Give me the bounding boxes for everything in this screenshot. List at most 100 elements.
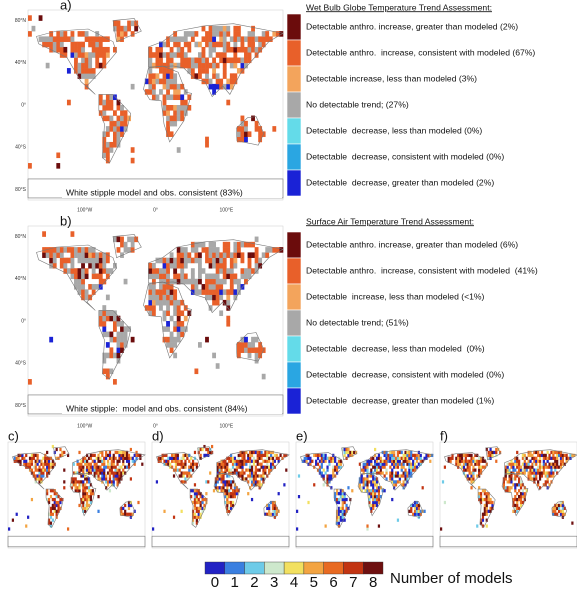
map-cell [205,257,209,264]
map-cell [215,257,220,264]
map-cell [182,462,185,466]
map-cell [190,57,195,64]
map-cell [169,462,172,466]
map-cell [285,453,288,458]
map-cell [516,450,519,455]
map-cell [256,459,259,463]
coastline [444,452,488,490]
map-cell [483,489,486,493]
map-cell [74,284,78,290]
map-cell [510,465,513,469]
map-cell [240,41,245,48]
map-cell [222,31,227,37]
map-cell [212,68,217,74]
map-cell [123,126,128,132]
map-cell [483,503,486,508]
map-cell [370,483,373,487]
map-cell [91,492,94,496]
map-cell [49,509,53,513]
map-cell [339,518,342,522]
map-cell [495,459,498,463]
map-cell [313,483,316,487]
map-cell [166,36,170,42]
map-cell [194,31,199,37]
map-cell [220,480,223,484]
map-cell [172,456,176,460]
map-cell [226,468,229,472]
map-cell [162,73,167,79]
map-cell [88,257,93,264]
map-cell [318,465,322,469]
map-cell [219,78,224,85]
map-cell [262,465,265,469]
coastline [112,234,142,259]
map-cell [169,262,174,269]
map-cell [518,471,521,475]
map-cell [193,497,197,502]
map-cell [194,284,199,290]
map-cell [481,518,485,522]
map-cell [173,289,178,295]
map-cell [47,459,51,463]
map-cell [91,68,96,74]
map-cell [129,503,132,508]
map-cell [485,497,488,502]
map-cell [347,506,350,511]
map-cell [190,284,195,290]
map-cell [478,486,481,490]
map-cell [385,462,388,466]
map-cell [38,459,41,463]
map-cell [254,477,257,481]
map-cell [236,247,241,253]
map-cell [102,147,107,153]
map-cell [408,474,411,478]
map-cell [98,257,103,264]
map-cell [95,465,98,469]
map-cell [184,480,187,484]
map-cell [381,459,384,463]
map-cell [42,465,45,469]
map-cell [222,262,227,269]
map-cell [334,465,337,469]
map-cell [226,489,229,493]
map-cell [151,83,156,90]
map-cell [228,489,231,493]
map-cell [57,500,60,505]
lat-label: 40°S [15,145,27,151]
map-cell [556,462,559,466]
map-cell [183,273,188,280]
map-cell [84,509,87,513]
map-cell [544,462,547,466]
map-cell [343,495,346,499]
colorbar-swatch [343,561,364,575]
map-cell [205,273,209,280]
map-cell [222,273,227,280]
map-cell [218,462,221,466]
map-cell [218,465,221,469]
map-cell [229,57,234,64]
map-cell [105,474,108,478]
map-cell [63,486,66,490]
map-cell [84,468,87,472]
map-cell [30,497,34,502]
map-cell [548,465,551,469]
map-cell [176,46,181,53]
map-cell [529,474,532,478]
map-cell [514,486,517,490]
map-cell [77,289,82,295]
map-cell [548,453,551,458]
map-cell [226,509,229,513]
map-cell [464,459,467,463]
map-cell [241,477,244,481]
map-cell [374,483,377,487]
map-cell [353,450,356,455]
map-cell [27,462,30,466]
map-cell [212,73,217,79]
map-cell [341,518,344,522]
map-cell [250,453,254,458]
map-cell [379,462,382,466]
map-cell [183,62,188,69]
map-cell [375,459,379,463]
map-cell [398,477,401,481]
map-cell [296,509,299,513]
